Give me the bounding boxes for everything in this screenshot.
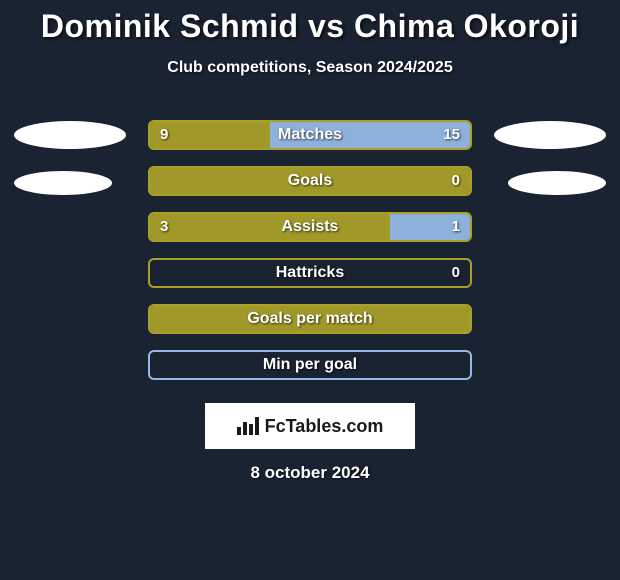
player-right-marker [494,121,606,149]
player-left-marker [14,121,126,149]
chart-bar-icon [237,417,259,435]
player-left-marker [14,171,112,195]
bar-fill-left [150,214,390,240]
stat-bar: Matches [148,120,472,150]
stat-value-right: 0 [452,172,460,189]
stat-value-right: 1 [452,218,460,235]
stat-value-right: 15 [443,126,460,143]
subtitle: Club competitions, Season 2024/2025 [0,59,620,77]
comparison-chart: Matches915Goals0Assists31Hattricks0Goals… [0,117,620,393]
stat-value-left: 9 [160,126,168,143]
date-label: 8 october 2024 [0,463,620,483]
player-right-marker [508,171,606,195]
stat-bar: Goals [148,166,472,196]
bar-fill-left [150,306,470,332]
stat-label: Hattricks [150,264,470,282]
stat-value-left: 3 [160,218,168,235]
stat-row: Min per goal [10,347,610,393]
stat-value-right: 0 [452,264,460,281]
bar-fill-left [150,168,470,194]
stat-row: Goals per match [10,301,610,347]
fctables-logo-badge: FcTables.com [205,403,415,449]
page-title: Dominik Schmid vs Chima Okoroji [0,8,620,45]
stat-bar: Hattricks [148,258,472,288]
stat-bar: Assists [148,212,472,242]
infographic-container: Dominik Schmid vs Chima Okoroji Club com… [0,0,620,483]
stat-bar: Min per goal [148,350,472,380]
stat-bar: Goals per match [148,304,472,334]
stat-row: Hattricks0 [10,255,610,301]
bar-fill-right [270,122,470,148]
stat-label: Min per goal [150,356,470,374]
stat-row: Matches9 15 [10,117,610,163]
stat-row: Goals0 [10,163,610,209]
logo-text: FcTables.com [265,416,384,437]
stat-row: Assists3 1 [10,209,610,255]
